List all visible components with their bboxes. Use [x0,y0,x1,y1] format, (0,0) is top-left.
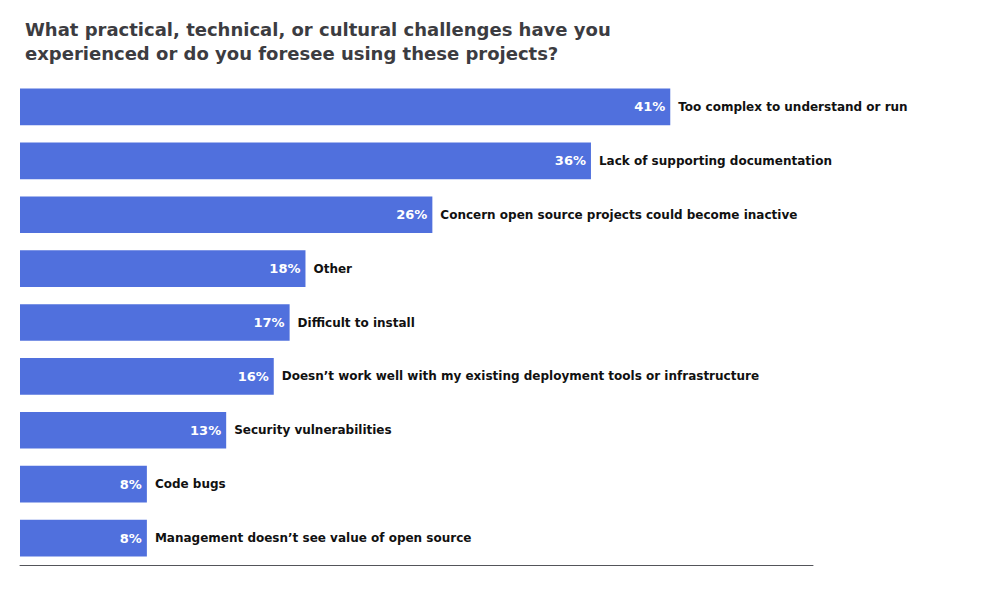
svg-text:What practical, technical, or: What practical, technical, or cultural c… [25,19,611,40]
svg-text:18%: 18% [269,261,300,276]
svg-text:8%: 8% [120,531,142,546]
svg-text:Difficult to install: Difficult to install [298,316,415,330]
svg-text:13%: 13% [190,423,221,438]
svg-text:Concern open source projects c: Concern open source projects could becom… [440,208,797,222]
svg-text:16%: 16% [238,369,269,384]
svg-text:Security vulnerabilities: Security vulnerabilities [234,423,391,437]
svg-text:36%: 36% [555,153,586,168]
svg-text:Code bugs: Code bugs [155,477,226,491]
svg-text:26%: 26% [396,207,427,222]
svg-text:Lack of supporting documentati: Lack of supporting documentation [599,154,832,168]
svg-text:17%: 17% [253,315,284,330]
svg-text:experienced or do you foresee: experienced or do you foresee using thes… [25,43,558,64]
svg-text:Other: Other [313,262,352,276]
svg-text:41%: 41% [634,99,665,114]
svg-text:Too complex to understand or r: Too complex to understand or run [678,100,907,114]
svg-text:8%: 8% [120,477,142,492]
svg-text:Management doesn’t see value o: Management doesn’t see value of open sou… [155,531,472,545]
svg-text:Doesn’t work well with my exis: Doesn’t work well with my existing deplo… [282,369,759,383]
